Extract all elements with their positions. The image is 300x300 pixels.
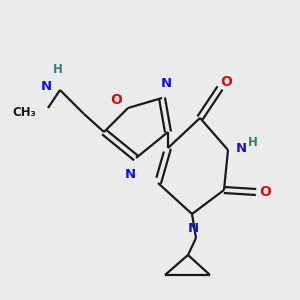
Text: H: H (248, 136, 258, 148)
Text: H: H (53, 63, 63, 76)
Text: N: N (160, 77, 172, 90)
Text: O: O (110, 93, 122, 107)
Text: CH₃: CH₃ (12, 106, 36, 118)
Text: O: O (220, 75, 232, 89)
Text: N: N (124, 168, 136, 181)
Text: N: N (188, 222, 199, 235)
Text: N: N (236, 142, 247, 154)
Text: O: O (259, 185, 271, 199)
Text: N: N (41, 80, 52, 92)
